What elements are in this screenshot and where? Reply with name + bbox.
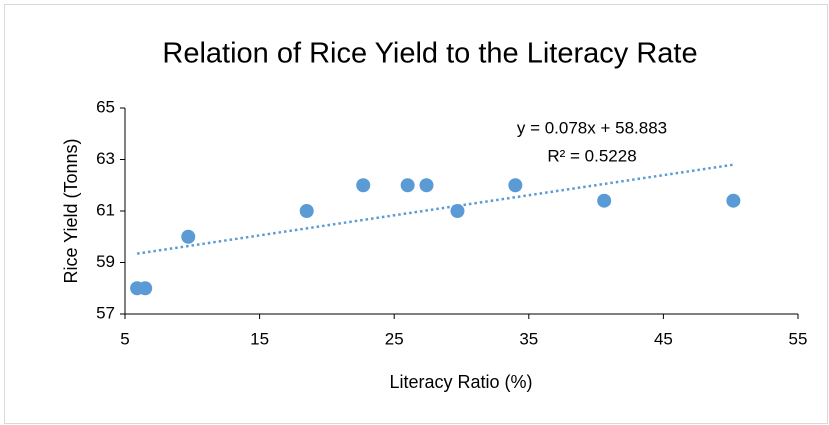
y-tick-label: 63 — [96, 149, 115, 168]
chart-title: Relation of Rice Yield to the Literacy R… — [162, 38, 697, 70]
y-tick-label: 59 — [96, 252, 115, 271]
data-point — [726, 193, 741, 208]
y-tick-label: 61 — [96, 200, 115, 219]
x-tick-label: 45 — [654, 329, 673, 348]
data-point — [400, 178, 415, 193]
data-point — [597, 193, 612, 208]
x-tick-label: 55 — [789, 329, 808, 348]
x-tick-label: 35 — [519, 329, 538, 348]
x-tick-label: 25 — [385, 329, 404, 348]
data-point — [138, 281, 153, 296]
data-point — [508, 178, 523, 193]
data-point — [299, 204, 314, 218]
y-axis-title: Rice Yield (Tonns) — [61, 138, 81, 283]
x-tick-label: 15 — [250, 329, 269, 348]
x-tick-label: 5 — [120, 329, 129, 348]
data-point — [356, 178, 371, 193]
chart-border — [4, 4, 828, 424]
x-axis-title: Literacy Ratio (%) — [389, 372, 532, 392]
data-point — [419, 178, 434, 193]
y-tick-label: 57 — [96, 303, 115, 322]
r-squared: R² = 0.5228 — [547, 146, 636, 165]
data-point — [181, 229, 196, 244]
data-point — [450, 204, 465, 218]
trendline-equation: y = 0.078x + 58.883 — [517, 118, 667, 137]
y-tick-label: 65 — [96, 97, 115, 116]
trendline — [136, 163, 734, 255]
